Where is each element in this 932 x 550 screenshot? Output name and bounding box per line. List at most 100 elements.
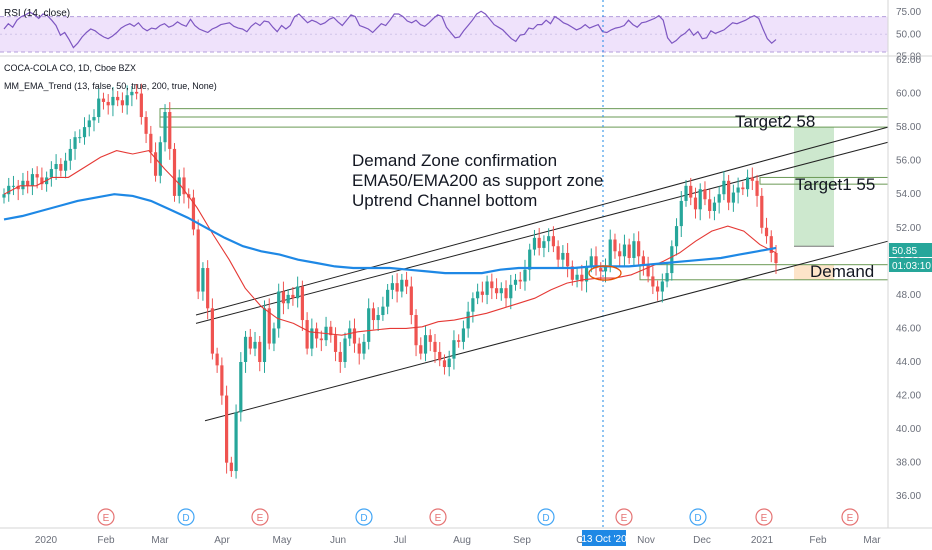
price-tick-label: 40.00 [896, 424, 921, 435]
candle-body [622, 244, 627, 257]
candle [215, 347, 219, 373]
candle-body [286, 294, 290, 304]
time-tick-label: Jul [394, 535, 407, 546]
candle-body [87, 120, 91, 128]
event-label: E [761, 513, 768, 524]
event-label: D [182, 513, 189, 524]
candle [253, 331, 257, 357]
candle [35, 166, 39, 189]
rsi-legend: RSI (14, close) [4, 8, 70, 19]
event-marker-earnings[interactable]: E [841, 508, 859, 526]
candle [693, 187, 698, 219]
candle [248, 328, 252, 355]
candle-body [40, 177, 44, 185]
candle [476, 283, 480, 305]
candle-body [627, 244, 631, 258]
candle [637, 231, 641, 266]
event-marker-earnings[interactable]: E [251, 508, 269, 526]
candle-body [97, 98, 101, 118]
demand-ellipse [588, 265, 622, 281]
candle-body [584, 266, 589, 282]
candle [755, 174, 759, 207]
candle-body [158, 142, 162, 176]
event-marker-earnings[interactable]: E [615, 508, 633, 526]
candle-body [712, 202, 717, 211]
candle [518, 271, 522, 290]
channel-bottom-line [204, 240, 889, 422]
candle-body [135, 91, 139, 94]
candle [769, 230, 773, 263]
candle [627, 238, 631, 264]
candle [608, 229, 612, 273]
candle-body [314, 328, 319, 339]
candle [362, 333, 366, 360]
price-tick-label: 54.00 [896, 189, 921, 200]
event-marker-earnings[interactable]: E [97, 508, 115, 526]
candle [679, 191, 683, 238]
candle [149, 125, 153, 164]
candle-body [504, 288, 508, 299]
candle [101, 92, 106, 110]
candle [655, 280, 660, 301]
ema50-line [3, 149, 777, 336]
candle [419, 337, 423, 360]
candle-body [447, 358, 451, 368]
event-marker-dividend[interactable]: D [177, 508, 195, 526]
candle [618, 243, 622, 266]
candle [172, 143, 177, 202]
candle-body [386, 289, 390, 307]
candle-body [480, 291, 484, 295]
candle [703, 181, 707, 206]
channel-top-line [195, 126, 889, 316]
candle [665, 263, 669, 288]
candle [229, 456, 233, 477]
candle-body [329, 326, 333, 336]
candle-body [419, 345, 423, 354]
event-marker-earnings[interactable]: E [429, 508, 447, 526]
candle [556, 240, 560, 268]
candle-body [722, 180, 726, 195]
candle-body [281, 291, 286, 304]
event-marker-dividend[interactable]: D [355, 508, 373, 526]
candle-body [760, 195, 764, 228]
event-circle [355, 508, 373, 526]
time-tick-label: Mar [151, 535, 169, 546]
candle-body [494, 288, 499, 294]
candle [670, 240, 674, 281]
rsi-tick-label: 50.00 [896, 29, 921, 40]
candle-body [679, 200, 683, 227]
candle [310, 318, 314, 357]
candle-body [258, 341, 262, 362]
candle-body [745, 177, 750, 190]
candle [130, 86, 134, 107]
candle-body [35, 174, 39, 178]
candle-body [239, 362, 243, 413]
candle-body [177, 177, 181, 196]
candle-body [575, 274, 579, 280]
candle-body [248, 336, 252, 349]
event-marker-dividend[interactable]: D [537, 508, 555, 526]
candle-body [490, 281, 494, 289]
candle-body [196, 229, 200, 292]
event-circle [615, 508, 633, 526]
target2-label: Target2 58 [735, 112, 815, 131]
candle [395, 273, 399, 303]
candle-body [381, 306, 385, 316]
candle-body [433, 341, 437, 352]
candle [281, 281, 286, 315]
event-marker-dividend[interactable]: D [689, 508, 707, 526]
time-tick-label: 2021 [751, 535, 774, 546]
candle [660, 273, 664, 303]
candle-body [182, 177, 186, 195]
rsi-tick-label: 75.00 [896, 7, 921, 18]
candle [40, 167, 44, 191]
event-marker-earnings[interactable]: E [755, 508, 773, 526]
candle [196, 219, 200, 300]
candle-body [296, 286, 300, 299]
candle [68, 139, 72, 170]
candle-body [698, 189, 702, 210]
candle [774, 245, 778, 274]
rsi-tick-label: 25.00 [896, 51, 921, 62]
candle [11, 175, 16, 196]
candle-body [513, 279, 518, 285]
